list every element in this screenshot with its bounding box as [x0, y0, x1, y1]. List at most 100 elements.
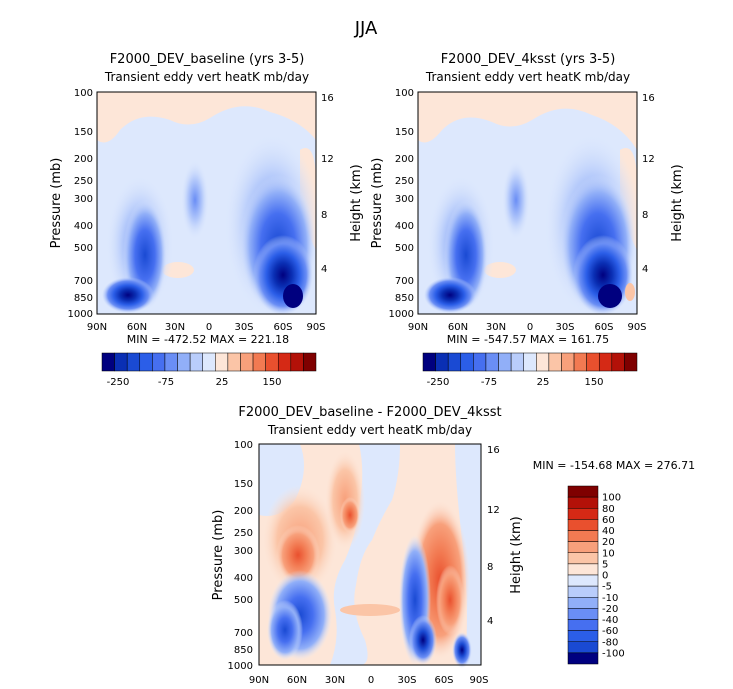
x-tick-label: 60S	[594, 322, 613, 333]
colorbar-label: -20	[602, 604, 618, 615]
colorbar-swatch	[510, 352, 524, 372]
colorbar-swatch	[277, 352, 292, 372]
x-tick-label: 30S	[397, 675, 416, 686]
y-tick-label: 100	[234, 440, 253, 451]
colorbar-swatch	[152, 352, 166, 372]
y-tick-label: 200	[234, 506, 253, 517]
colorbar-swatch	[422, 352, 436, 372]
colorbar-swatch	[460, 352, 474, 372]
colorbar-swatch	[567, 485, 599, 498]
colorbar-swatch	[485, 352, 499, 372]
x-ticks: 90N 60N 30N 0 30S 60S 90S	[87, 322, 326, 333]
colorbar-swatch	[227, 352, 241, 372]
colorbar-swatch	[498, 352, 512, 372]
colorbar-swatch	[567, 541, 599, 554]
colorbar	[101, 352, 317, 372]
x-tick-label: 30S	[555, 322, 574, 333]
colorbar-swatch	[567, 652, 599, 665]
colorbar-swatch	[435, 352, 449, 372]
x-tick-label: 90S	[469, 675, 488, 686]
y-tick-label: 500	[74, 243, 93, 254]
colorbar-swatch	[101, 352, 115, 372]
colorbar-label: -60	[602, 626, 618, 637]
y-right-tick-label: 16	[321, 93, 334, 104]
colorbar-label: 60	[602, 515, 615, 526]
colorbar-swatch	[567, 519, 599, 531]
colorbar-swatch	[567, 597, 599, 609]
y-tick-label: 100	[395, 88, 414, 99]
panel-subtitle: Transient eddy vert heatK mb/day	[267, 423, 472, 437]
y-tick-label: 200	[74, 154, 93, 165]
y-axis-right-label: Height (km)	[670, 164, 685, 241]
x-tick-label: 30N	[325, 675, 345, 686]
x-ticks: 90N 60N 30N 0 30S 60S 90S	[408, 322, 647, 333]
colorbar-label: -10	[602, 593, 618, 604]
x-ticks: 90N 60N 30N 0 30S 60S 90S	[249, 675, 489, 686]
panel-difference: F2000_DEV_baseline - F2000_DEV_4ksst Tra…	[211, 405, 695, 686]
panel-baseline: F2000_DEV_baseline (yrs 3-5) Transient e…	[49, 52, 364, 388]
colorbar-label: -40	[602, 615, 618, 626]
y-axis-right-label: Height (km)	[509, 516, 524, 593]
x-tick-label: 90S	[627, 322, 646, 333]
y-tick-label: 850	[234, 645, 253, 656]
colorbar-swatch	[567, 530, 599, 542]
panel-title: F2000_DEV_4ksst (yrs 3-5)	[441, 52, 616, 67]
y-ticks: 100 150 200 250 300 400 500 700 850 1000	[228, 440, 253, 672]
colorbar-swatch	[567, 508, 599, 520]
colorbar-swatch	[447, 352, 462, 372]
y-tick-label: 850	[74, 293, 93, 304]
y-right-tick-label: 16	[487, 445, 500, 456]
y-tick-label: 700	[234, 628, 253, 639]
colorbar-swatch	[164, 352, 178, 372]
colorbar-swatch	[611, 352, 625, 372]
x-tick-label: 0	[206, 322, 212, 333]
colorbar-label: 40	[602, 526, 615, 537]
y-tick-label: 250	[74, 176, 93, 187]
y-right-tick-label: 12	[642, 154, 655, 165]
colorbar-label: -5	[602, 582, 612, 593]
y-tick-label: 850	[395, 293, 414, 304]
y-tick-label: 300	[74, 194, 93, 205]
y-tick-label: 400	[74, 221, 93, 232]
colorbar-swatch	[573, 352, 587, 372]
y-axis-label: Pressure (mb)	[370, 158, 385, 249]
colorbar-swatch	[567, 630, 599, 643]
colorbar-label: -250	[427, 377, 450, 388]
colorbar-label: 150	[584, 377, 603, 388]
y-right-ticks: 16 12 8 4	[487, 445, 500, 627]
y-tick-label: 300	[395, 194, 414, 205]
panel-subtitle: Transient eddy vert heatK mb/day	[104, 70, 309, 84]
plot-frame	[417, 91, 638, 315]
colorbar-swatch	[252, 352, 266, 372]
y-tick-label: 700	[395, 276, 414, 287]
panel-title: F2000_DEV_baseline - F2000_DEV_4ksst	[238, 405, 501, 420]
x-tick-label: 60N	[127, 322, 147, 333]
panel-4ksst: F2000_DEV_4ksst (yrs 3-5) Transient eddy…	[370, 52, 685, 388]
x-tick-label: 0	[527, 322, 533, 333]
y-tick-label: 500	[234, 595, 253, 606]
colorbar-label: 80	[602, 504, 615, 515]
colorbar-swatch	[567, 619, 599, 631]
y-axis-label: Pressure (mb)	[211, 510, 226, 601]
x-tick-label: 60S	[273, 322, 292, 333]
x-tick-label: 60N	[287, 675, 307, 686]
y-right-tick-label: 16	[642, 93, 655, 104]
colorbar-swatch	[189, 352, 203, 372]
colorbar-label: -80	[602, 637, 618, 648]
colorbar	[567, 485, 599, 665]
colorbar-swatch	[567, 563, 599, 576]
y-tick-label: 100	[74, 88, 93, 99]
heatmap-field	[259, 444, 481, 668]
plot-frame	[96, 91, 317, 315]
colorbar-swatch	[139, 352, 153, 372]
stats-text: MIN = -547.57 MAX = 161.75	[447, 333, 609, 346]
colorbar-swatch	[561, 352, 575, 372]
y-tick-label: 150	[395, 127, 414, 138]
y-tick-label: 150	[234, 479, 253, 490]
y-tick-label: 700	[74, 276, 93, 287]
colorbar-swatch	[202, 352, 216, 372]
y-tick-label: 150	[74, 127, 93, 138]
colorbar-swatch	[473, 352, 487, 372]
colorbar-swatch	[624, 352, 638, 372]
heatmap-field	[418, 92, 640, 317]
